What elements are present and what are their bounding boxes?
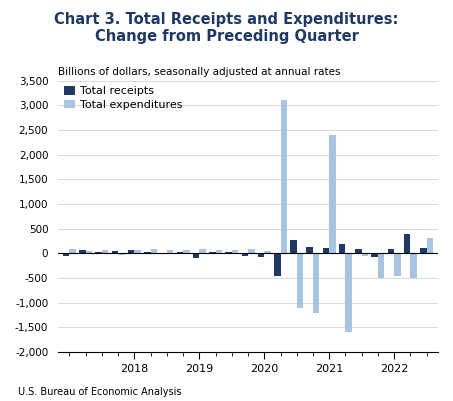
Bar xyxy=(274,253,280,275)
Bar xyxy=(183,251,190,253)
Bar xyxy=(323,247,329,253)
Bar xyxy=(128,251,135,253)
Bar xyxy=(371,253,378,257)
Bar xyxy=(264,251,271,253)
Bar xyxy=(102,251,108,253)
Bar xyxy=(86,251,92,253)
Bar xyxy=(216,251,222,253)
Bar xyxy=(420,247,427,253)
Bar xyxy=(307,247,313,253)
Bar xyxy=(112,251,118,253)
Bar xyxy=(209,252,216,253)
Bar xyxy=(297,253,303,308)
Text: Billions of dollars, seasonally adjusted at annual rates: Billions of dollars, seasonally adjusted… xyxy=(58,67,341,77)
Bar xyxy=(427,238,433,253)
Bar xyxy=(290,240,297,253)
Bar xyxy=(339,243,346,253)
Bar xyxy=(394,253,400,275)
Bar xyxy=(241,253,248,256)
Text: U.S. Bureau of Economic Analysis: U.S. Bureau of Economic Analysis xyxy=(18,387,182,397)
Bar xyxy=(361,253,368,256)
Text: Chart 3. Total Receipts and Expenditures:
Change from Preceding Quarter: Chart 3. Total Receipts and Expenditures… xyxy=(54,12,399,45)
Bar xyxy=(378,253,385,278)
Bar xyxy=(199,249,206,253)
Bar xyxy=(63,253,69,256)
Bar xyxy=(388,249,394,253)
Bar xyxy=(118,253,125,255)
Bar xyxy=(151,249,157,253)
Bar xyxy=(79,251,86,253)
Legend: Total receipts, Total expenditures: Total receipts, Total expenditures xyxy=(64,86,183,110)
Bar xyxy=(346,253,352,332)
Bar xyxy=(313,253,319,313)
Bar xyxy=(167,251,173,253)
Bar xyxy=(135,250,141,253)
Bar xyxy=(248,249,255,253)
Bar xyxy=(160,253,167,254)
Bar xyxy=(329,135,336,253)
Bar xyxy=(232,251,238,253)
Bar xyxy=(404,234,410,253)
Bar xyxy=(410,253,417,278)
Bar xyxy=(355,249,361,253)
Bar xyxy=(280,100,287,253)
Bar xyxy=(144,252,151,253)
Bar xyxy=(193,253,199,258)
Bar xyxy=(258,253,264,257)
Bar xyxy=(69,249,76,253)
